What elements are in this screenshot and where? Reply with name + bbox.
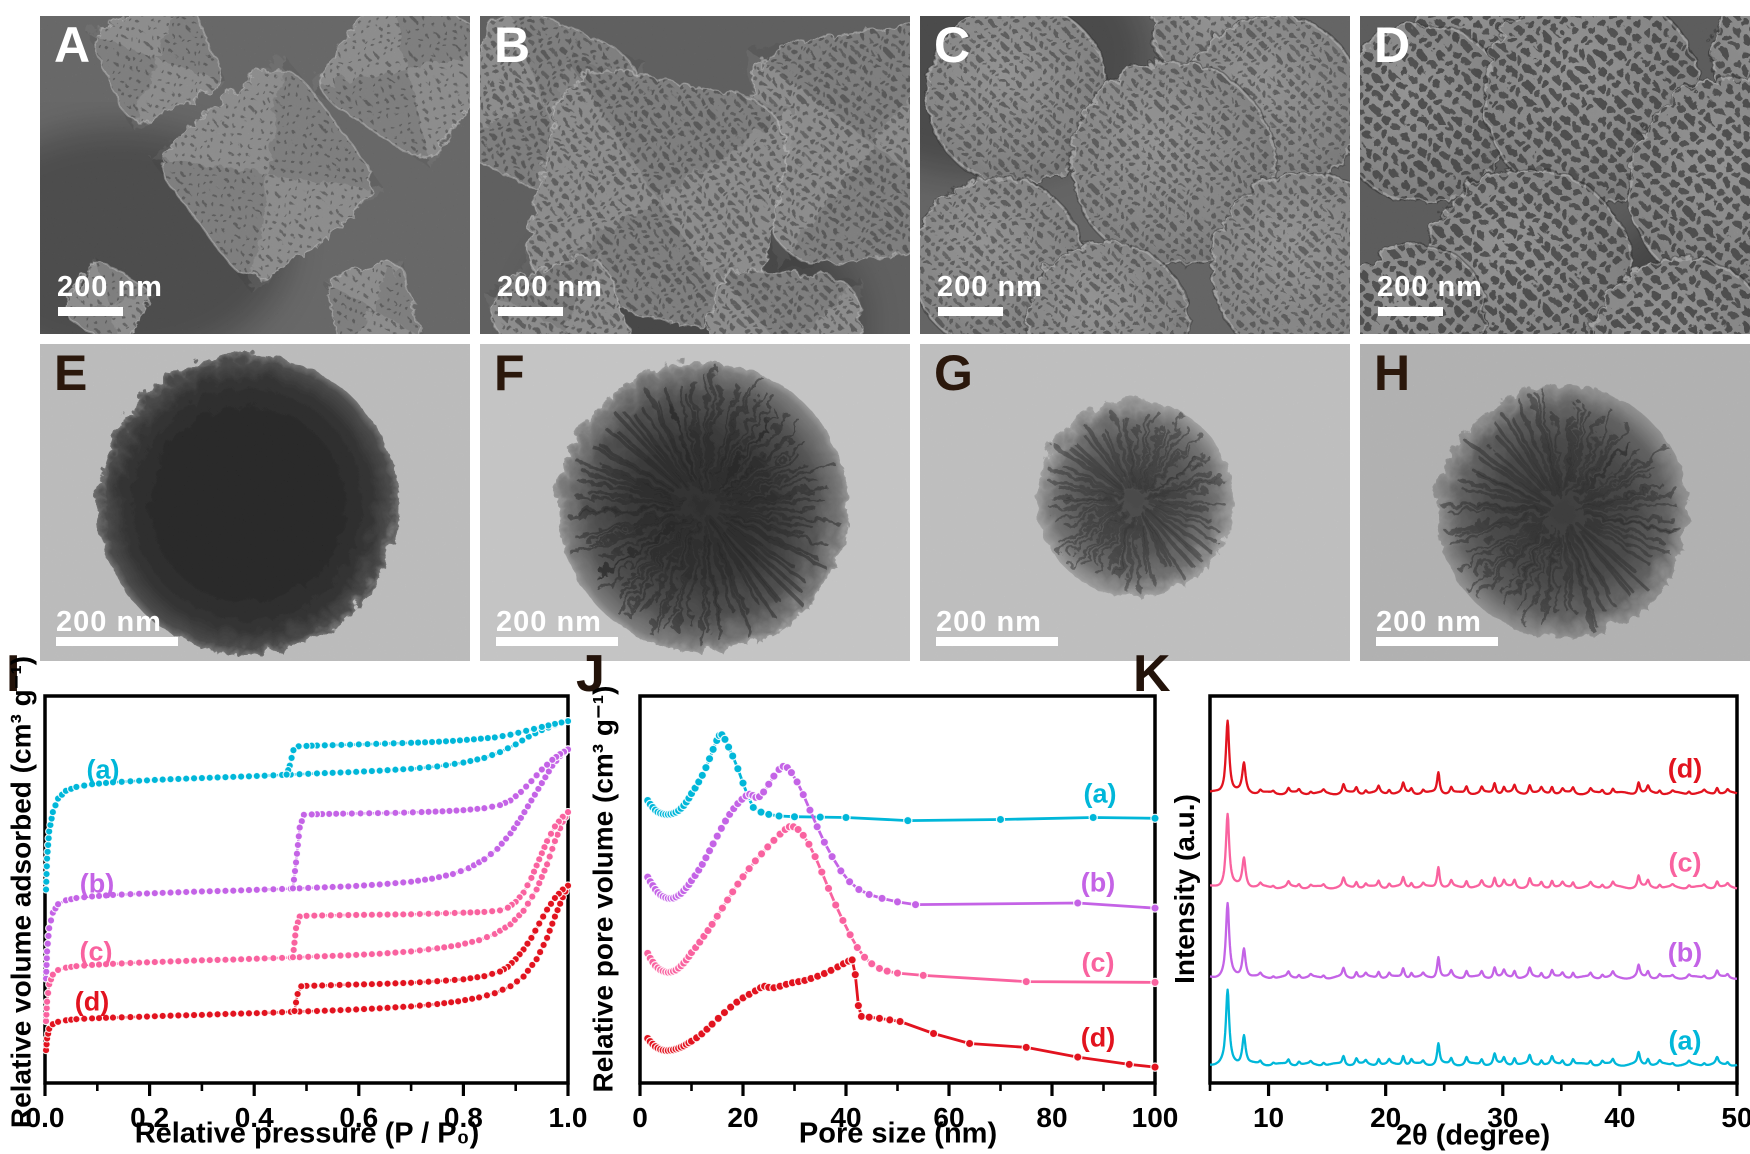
panel-label: C <box>934 17 971 73</box>
scale-bar <box>1378 307 1443 316</box>
chart-letter-k: K <box>1133 645 1171 703</box>
y-axis-title-xrd: Intensity (a.u.) <box>1169 794 1200 984</box>
curve-label-isotherm-a: (a) <box>86 754 120 785</box>
svg-text:0.8: 0.8 <box>444 1102 483 1133</box>
scale-bar-label: 200 nm <box>937 271 1043 303</box>
svg-text:0.2: 0.2 <box>130 1102 169 1133</box>
curve-label-isotherm-d: (d) <box>74 986 110 1017</box>
sem-panel-a: A 200 nm <box>40 16 470 334</box>
scale-bar-label: 200 nm <box>497 271 603 303</box>
svg-text:0.6: 0.6 <box>339 1102 378 1133</box>
panel-label: D <box>1374 17 1411 73</box>
curve-label-pore-d: (d) <box>1080 1022 1116 1053</box>
charts-canvas: 0.0 0.2 0.4 0.6 0.8 1.0 0 20 40 60 80 100 10 20 30 40 50 <box>26 694 1750 1133</box>
curve-label-pore-a: (a) <box>1083 778 1117 809</box>
sem-panel-c: C 200 nm <box>920 16 1350 334</box>
sem-image-octahedra <box>40 16 470 334</box>
chart-letter-j: J <box>576 645 605 703</box>
scale-bar-label: 200 nm <box>57 271 163 303</box>
svg-text:0: 0 <box>632 1102 648 1133</box>
tem-image-solid-particle <box>40 344 470 661</box>
tem-image-dense-dendritic-sphere <box>480 344 910 661</box>
scale-bar <box>936 637 1058 646</box>
svg-text:60: 60 <box>933 1102 964 1133</box>
curve-label-xrd-b: (b) <box>1667 937 1703 968</box>
chart-letter-i: I <box>6 645 21 703</box>
panel-label: E <box>54 345 88 401</box>
curve-label-xrd-d: (d) <box>1667 753 1703 784</box>
curve-label-xrd-c: (c) <box>1668 847 1702 878</box>
panel-label: B <box>494 17 531 73</box>
curve-label-pore-c: (c) <box>1081 947 1115 978</box>
svg-text:0.0: 0.0 <box>26 1102 65 1133</box>
svg-text:30: 30 <box>1487 1102 1518 1133</box>
curve-label-isotherm-c: (c) <box>79 936 113 967</box>
scale-bar <box>496 637 618 646</box>
panel-label: H <box>1374 345 1411 401</box>
panel-label: A <box>54 17 91 73</box>
panel-label: F <box>494 345 525 401</box>
curve-label-isotherm-b: (b) <box>79 868 115 899</box>
svg-text:40: 40 <box>1604 1102 1635 1133</box>
tem-panel-h: H 200 nm <box>1360 344 1750 661</box>
svg-text:10: 10 <box>1253 1102 1284 1133</box>
curve-label-xrd-a: (a) <box>1668 1025 1702 1056</box>
sem-image-porous-spheres <box>920 16 1350 334</box>
x-axis-title-pore: Pore size (nm) <box>798 1117 998 1150</box>
svg-text:50: 50 <box>1721 1102 1750 1133</box>
scale-bar-label: 200 nm <box>56 606 162 638</box>
scale-bar <box>938 307 1003 316</box>
scale-bar-label: 200 nm <box>1376 606 1482 638</box>
scale-bar-label: 200 nm <box>496 606 602 638</box>
svg-text:100: 100 <box>1132 1102 1179 1133</box>
sem-panel-d: D 200 nm <box>1360 16 1750 334</box>
sem-panel-b: B 200 nm <box>480 16 910 334</box>
tem-panel-e: E 200 nm <box>40 344 470 661</box>
panel-label: G <box>934 345 973 401</box>
scale-bar <box>1376 637 1498 646</box>
sem-image-porous-cubes <box>480 16 910 334</box>
svg-text:20: 20 <box>727 1102 758 1133</box>
scale-bar-label: 200 nm <box>936 606 1042 638</box>
x-axis-title-xrd: 2θ (degree) <box>1395 1119 1551 1152</box>
tem-panel-f: F 200 nm <box>480 344 910 661</box>
scale-bar <box>58 307 123 316</box>
tem-image-small-dendritic-sphere <box>920 344 1350 661</box>
svg-text:20: 20 <box>1370 1102 1401 1133</box>
tem-panel-g: G 200 nm <box>920 344 1350 661</box>
y-axis-title-isotherm: Relative volume adsorbed (cm³ g⁻¹) <box>5 655 37 1129</box>
scale-bar-label: 200 nm <box>1377 271 1483 303</box>
scale-bar <box>498 307 563 316</box>
svg-text:80: 80 <box>1036 1102 1067 1133</box>
curve-label-pore-b: (b) <box>1080 867 1116 898</box>
svg-text:1.0: 1.0 <box>549 1102 588 1133</box>
svg-text:40: 40 <box>830 1102 861 1133</box>
y-axis-title-pore: Relative pore volume (cm³ g⁻¹) <box>587 685 619 1093</box>
scale-bar <box>56 637 178 646</box>
sem-image-honeycomb-spheres <box>1360 16 1750 334</box>
svg-text:0.4: 0.4 <box>235 1102 274 1133</box>
x-axis-title-isotherm: Relative pressure (P / P₀) <box>134 1117 480 1150</box>
tem-image-open-dendritic-sphere <box>1360 344 1750 661</box>
